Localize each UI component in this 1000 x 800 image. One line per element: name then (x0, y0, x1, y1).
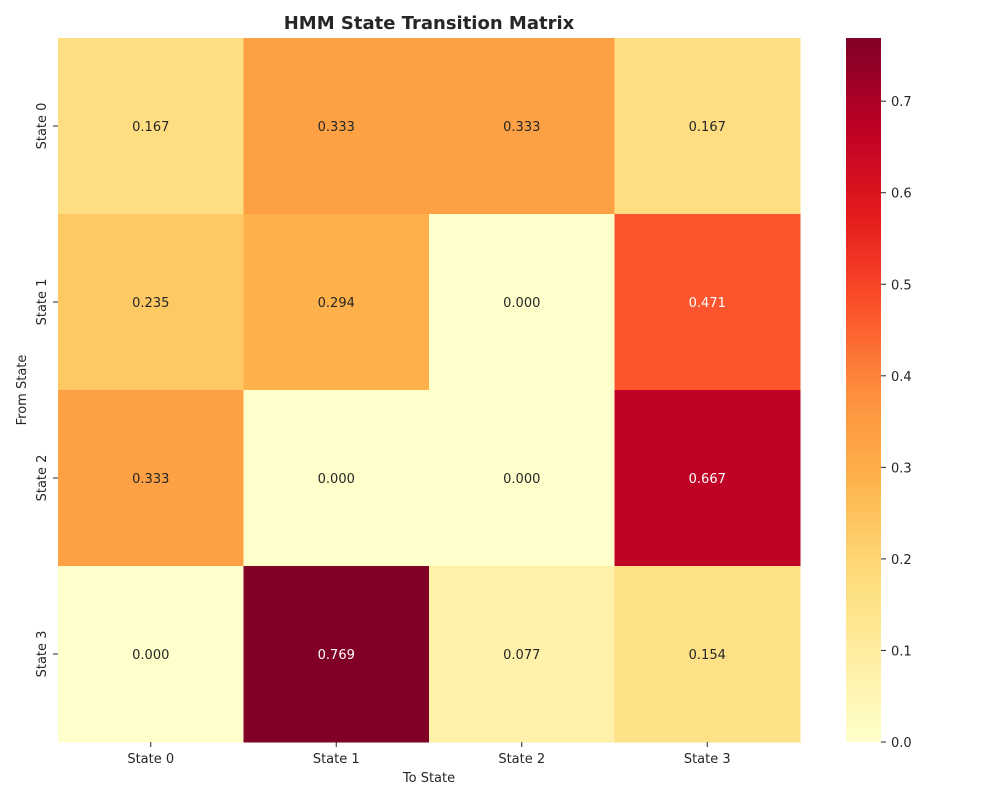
cell-value-label: 0.000 (132, 648, 169, 663)
heatmap-cell (243, 38, 430, 215)
cell-value-label: 0.294 (318, 296, 355, 311)
heatmap-cell (243, 390, 430, 567)
cell-value-label: 0.769 (318, 648, 355, 663)
x-tick-label: State 1 (313, 752, 360, 767)
heatmap-cell (58, 390, 244, 567)
y-tick-label: State 2 (35, 455, 50, 502)
colorbar-tick-label: 0.5 (891, 278, 912, 293)
cell-value-label: 0.471 (689, 296, 726, 311)
x-tick-label: State 0 (127, 752, 174, 767)
colorbar-tick-label: 0.6 (891, 187, 912, 202)
chart-title: HMM State Transition Matrix (284, 13, 575, 34)
cell-value-label: 0.167 (689, 120, 726, 135)
heatmap-cell (58, 566, 244, 743)
x-tick-label: State 2 (498, 752, 545, 767)
cell-value-label: 0.077 (503, 648, 540, 663)
colorbar-tick-label: 0.7 (891, 95, 912, 110)
cell-value-label: 0.000 (503, 296, 540, 311)
cell-value-label: 0.235 (132, 296, 169, 311)
y-tick-label: State 3 (35, 631, 50, 678)
colorbar-ticks: 0.0 0.1 0.2 0.3 0.4 0.5 0.6 0.7 (881, 95, 912, 751)
cell-value-label: 0.333 (318, 120, 355, 135)
heatmap-cell (429, 38, 615, 215)
y-axis-ticks: State 0 State 1 State 2 State 3 (35, 103, 58, 678)
y-axis-label: From State (15, 355, 30, 426)
cell-value-label: 0.667 (689, 472, 726, 487)
cell-value-label: 0.154 (689, 648, 726, 663)
colorbar-tick-label: 0.3 (891, 461, 912, 476)
cell-value-label: 0.333 (132, 472, 169, 487)
heatmap-cell (614, 390, 801, 567)
x-axis-ticks: State 0 State 1 State 2 State 3 (127, 742, 731, 767)
heatmap-cell (243, 566, 430, 743)
y-tick-label: State 1 (35, 279, 50, 326)
colorbar-tick-label: 0.1 (891, 644, 912, 659)
heatmap-cell (429, 566, 615, 743)
colorbar-tick-label: 0.2 (891, 553, 912, 568)
y-tick-label: State 0 (35, 103, 50, 150)
heatmap-cells: 0.167 0.333 0.333 0.167 0.235 0.294 0.000 0.471… (58, 38, 801, 743)
cell-value-label: 0.000 (503, 472, 540, 487)
colorbar-tick-label: 0.4 (891, 370, 912, 385)
heatmap-cell (58, 38, 244, 215)
heatmap-cell (58, 214, 244, 391)
heatmap-cell (614, 566, 801, 743)
colorbar-tick-label: 0.0 (891, 736, 912, 751)
colorbar (846, 38, 881, 742)
x-tick-label: State 3 (684, 752, 731, 767)
cell-value-label: 0.000 (318, 472, 355, 487)
heatmap-cell (243, 214, 430, 391)
heatmap-cell (429, 214, 615, 391)
cell-value-label: 0.333 (503, 120, 540, 135)
heatmap-cell (614, 214, 801, 391)
cell-value-label: 0.167 (132, 120, 169, 135)
heatmap-cell (429, 390, 615, 567)
x-axis-label: To State (402, 771, 455, 786)
heatmap-cell (614, 38, 801, 215)
